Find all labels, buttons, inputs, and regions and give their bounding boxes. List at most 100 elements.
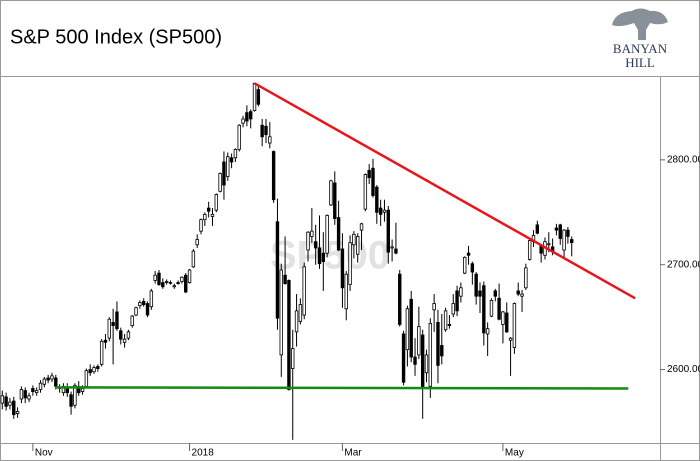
candle-body (478, 290, 482, 297)
candle-body (306, 231, 310, 251)
candle-body (54, 377, 58, 387)
candle-body (130, 315, 134, 326)
y-tick-label: 2800.00 (667, 154, 700, 165)
candle-body (176, 282, 180, 284)
candle-body (321, 252, 326, 262)
candle-body (268, 136, 272, 144)
candle-body (191, 250, 196, 268)
candle-body (535, 224, 540, 234)
candle-body (424, 354, 429, 374)
candle-body (203, 213, 207, 221)
candle-body (115, 311, 119, 330)
candle-body (352, 233, 356, 246)
candle-body (38, 382, 43, 390)
candle-body (436, 321, 440, 366)
candle-body (371, 167, 375, 196)
candle-body (0, 395, 4, 404)
candle-body (489, 299, 494, 317)
candle-body (443, 310, 448, 331)
candle-body (298, 304, 303, 322)
candle-body (291, 348, 295, 369)
candle-body (310, 230, 314, 237)
candle-body (111, 321, 115, 326)
candle-body (390, 246, 394, 249)
candle-body (50, 375, 54, 380)
candle-body (168, 282, 173, 284)
candle-body (237, 124, 241, 150)
candle-body (294, 310, 299, 333)
x-tick-label: Nov (35, 448, 53, 459)
x-tick-label: 2018 (192, 448, 215, 459)
candle-body (157, 272, 161, 286)
candle-body (15, 411, 20, 415)
candle-body (524, 267, 528, 289)
x-tick-label: May (505, 448, 524, 459)
candle-body (84, 370, 89, 387)
candle-body (325, 215, 329, 254)
candle-body (359, 223, 364, 231)
candle-body (206, 207, 211, 212)
candle-body (122, 338, 127, 343)
candle-body (505, 312, 509, 333)
candle-body (172, 285, 176, 288)
candle-body (482, 285, 486, 334)
candle-body (222, 161, 226, 186)
candle-body (256, 89, 261, 105)
candle-body (463, 256, 467, 274)
candle-body (512, 303, 517, 348)
candle-body (386, 209, 390, 253)
candle-body (34, 390, 39, 394)
candle-body (283, 274, 287, 284)
candle-body (271, 151, 276, 201)
candle-body (562, 229, 566, 251)
candle-body (80, 388, 85, 393)
candle-body (447, 324, 452, 326)
candle-body (96, 366, 100, 369)
y-tick-label: 2600.00 (667, 364, 700, 375)
logo: BANYAN HILL (612, 8, 668, 70)
candle-body (27, 395, 31, 400)
candle-body (141, 301, 146, 305)
candle-body (245, 112, 249, 122)
candle-body (92, 367, 96, 373)
candle-body (69, 394, 73, 407)
candle-body (570, 239, 574, 244)
candle-body (398, 273, 402, 325)
candle-body (73, 384, 77, 406)
candle-body (46, 377, 50, 381)
candle-body (264, 125, 268, 136)
candle-body (180, 276, 184, 282)
x-tick-label: Mar (344, 448, 362, 459)
candle-body (409, 298, 413, 358)
candle-body (138, 302, 142, 307)
candle-body (455, 290, 459, 312)
candle-body (516, 290, 520, 295)
candle-body (547, 243, 551, 246)
candle-body (363, 174, 368, 210)
candle-body (420, 334, 425, 389)
candle-body (233, 148, 238, 159)
candle-body (459, 287, 463, 297)
candle-body (340, 248, 345, 289)
candle-body (218, 173, 222, 192)
candle-body (99, 340, 104, 365)
candle-body (474, 273, 478, 297)
candle-body (527, 240, 532, 260)
candle-body (501, 311, 505, 325)
candle-body (313, 241, 318, 249)
candle-body (260, 124, 264, 138)
candle-body (497, 297, 501, 320)
candle-body (508, 337, 513, 341)
candle-body (333, 182, 337, 219)
candle-body (241, 118, 245, 124)
y-tick-label: 2700.00 (667, 259, 700, 270)
chart-title: S&P 500 Index (SP500) (10, 26, 222, 48)
candle-body (229, 157, 234, 163)
candle-body (401, 333, 406, 383)
candle-body (554, 227, 559, 231)
candle-body (344, 273, 348, 310)
candle-body (428, 323, 433, 387)
candle-body (19, 389, 24, 400)
